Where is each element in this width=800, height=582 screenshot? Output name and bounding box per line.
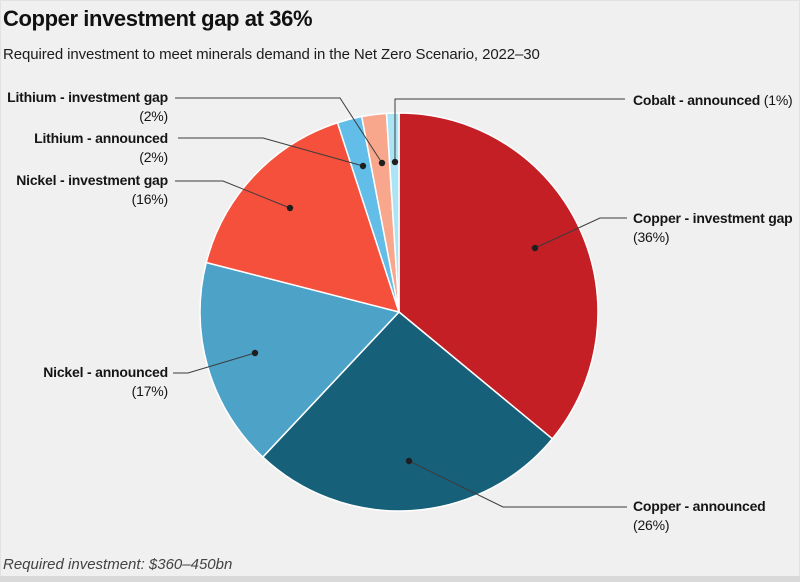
callout-label: Nickel - investment gap: [16, 172, 168, 188]
chart-subtitle: Required investment to meet minerals dem…: [3, 46, 540, 63]
leader-dot: [286, 204, 294, 212]
leader-line: [175, 180, 291, 209]
leader-dot: [391, 158, 399, 166]
leader-line: [394, 98, 625, 162]
pie-slice-copper-announced[interactable]: [262, 311, 554, 512]
callout-percent: (17%): [131, 383, 169, 399]
callout-nickel-investment-gap: Nickel - investment gap (16%): [16, 171, 168, 209]
callout-percent: (26%): [633, 517, 670, 533]
callout-nickel-announced: Nickel - announced (17%): [43, 363, 168, 401]
callout-cobalt-announced: Cobalt - announced (1%): [633, 91, 793, 110]
callout-label: Lithium - announced: [34, 130, 168, 146]
callout-label: Cobalt - announced: [633, 92, 761, 108]
pie-slice-nickel-investment-gap[interactable]: [205, 121, 400, 313]
leader-line: [178, 137, 364, 167]
leader-dot: [251, 349, 259, 357]
callout-label: Lithium - investment gap: [7, 89, 168, 105]
callout-label: Copper - announced: [633, 498, 766, 514]
bottom-strip: [0, 576, 800, 582]
callout-percent: (2%): [139, 149, 168, 165]
callout-percent: (2%): [139, 108, 168, 124]
callout-percent: (36%): [633, 229, 670, 245]
leader-dot: [378, 159, 386, 167]
callout-copper-announced: Copper - announced (26%): [633, 497, 766, 535]
callout-copper-investment-gap: Copper - investment gap (36%): [633, 209, 793, 247]
callout-lithium-investment-gap: Lithium - investment gap (2%): [7, 88, 168, 126]
callout-label: Copper - investment gap: [633, 210, 793, 226]
leader-dot: [405, 457, 413, 465]
leader-line: [408, 460, 627, 508]
chart-header: Copper investment gap at 36% Required in…: [3, 6, 783, 64]
callout-percent: (1%): [763, 92, 793, 108]
callout-label: Nickel - announced: [43, 364, 168, 380]
chart-title: Copper investment gap at 36%: [3, 6, 313, 31]
chart-footnote: Required investment: $360–450bn: [3, 556, 233, 573]
leader-line: [173, 352, 256, 374]
callout-lithium-announced: Lithium - announced (2%): [34, 129, 168, 167]
leader-line: [175, 97, 383, 164]
leader-dot: [359, 162, 367, 170]
leader-dot: [531, 244, 539, 252]
leader-line: [534, 217, 627, 249]
callout-percent: (16%): [131, 191, 169, 207]
